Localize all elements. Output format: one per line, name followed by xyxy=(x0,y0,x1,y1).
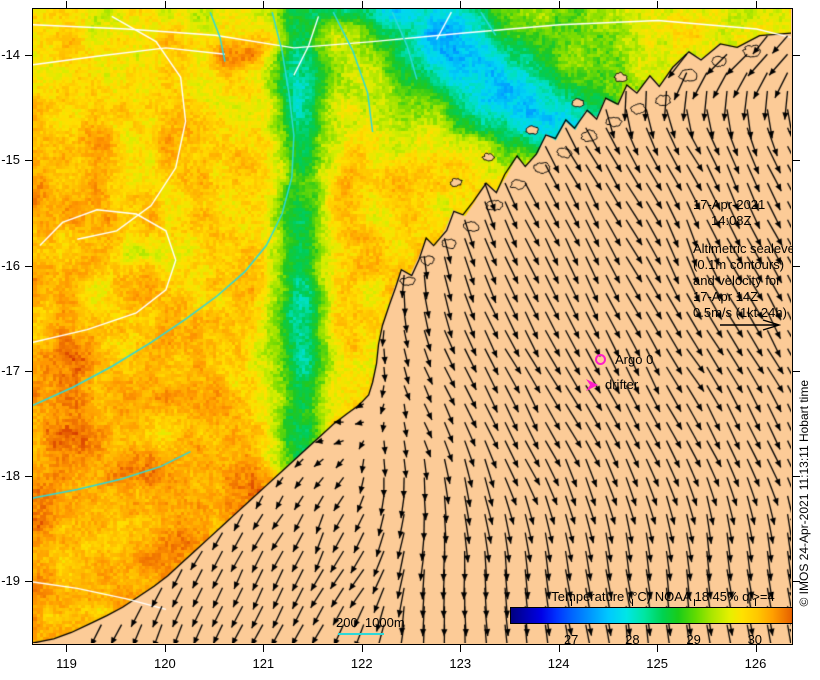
y-axis-tick-right xyxy=(793,475,800,477)
x-axis-tick-label: 119 xyxy=(56,656,77,671)
copyright-credit: © IMOS 24-Apr-2021 11:13:11 Hobart time xyxy=(797,380,811,607)
colorbar-tick xyxy=(754,599,756,606)
x-axis-tick-top xyxy=(657,1,659,8)
drifter-marker-icon xyxy=(586,379,598,391)
colorbar-gradient xyxy=(510,607,792,624)
x-axis-tick-top xyxy=(66,1,68,8)
drifter-legend-label: drifter xyxy=(605,377,639,392)
x-axis-tick-top xyxy=(164,1,166,8)
velocity-reference-arrow-icon xyxy=(720,319,781,331)
x-axis-tick-label: 123 xyxy=(449,656,472,671)
colorbar-tick-label: 28 xyxy=(625,632,640,645)
x-axis-tick xyxy=(460,645,462,652)
x-axis-tick-label: 126 xyxy=(744,656,767,671)
x-axis-tick-label: 125 xyxy=(646,656,668,671)
y-axis-tick-label: -18 xyxy=(1,467,20,483)
y-axis-tick xyxy=(25,581,32,583)
drifter-legend-entry: drifter xyxy=(585,377,705,395)
map-overlay-layer xyxy=(33,9,791,643)
x-axis-tick xyxy=(263,645,265,652)
bathymetry-scale-label: 200 1000m xyxy=(336,615,405,630)
x-axis-tick xyxy=(755,645,757,652)
map-plot-area[interactable]: 17-Apr-2021 14:08Z Altimetric sealevel (0… xyxy=(32,8,793,645)
altimetry-description: Altimetric sealevel (0.1m contours) and … xyxy=(693,241,793,320)
argo-marker-icon xyxy=(595,354,606,365)
colorbar-tick xyxy=(571,599,573,606)
bathymetry-200m-swatch xyxy=(338,633,384,635)
colorbar-ticks xyxy=(510,599,792,632)
bathymetry-scale-lines xyxy=(336,631,446,637)
colorbar-tick-labels: 27 28 29 30 xyxy=(510,632,792,645)
colorbar: Temperature (°C) NOAA 18 45% ql>=4 27 28 2… xyxy=(510,589,792,645)
x-axis-tick xyxy=(558,645,560,652)
y-axis-tick-right xyxy=(793,370,800,372)
x-axis-tick-top xyxy=(460,1,462,8)
y-axis-tick-right xyxy=(793,581,800,583)
x-axis-tick-label: 122 xyxy=(350,656,373,671)
x-axis-tick-label: 120 xyxy=(154,656,176,671)
x-axis-tick xyxy=(164,645,166,652)
y-axis-tick xyxy=(25,160,32,162)
y-axis-tick-label: -17 xyxy=(1,362,20,378)
x-axis-tick xyxy=(657,645,659,652)
y-axis-tick xyxy=(25,370,32,372)
colorbar-title: Temperature (°C) NOAA 18 45% ql>=4 xyxy=(551,589,775,604)
y-axis-tick-right xyxy=(793,265,800,267)
colorbar-tick xyxy=(693,599,695,606)
x-axis-tick-label: 121 xyxy=(252,656,275,671)
y-axis-tick xyxy=(25,55,32,57)
y-axis-tick-label: -15 xyxy=(1,152,20,168)
x-axis-tick-top xyxy=(263,1,265,8)
x-axis-tick xyxy=(66,645,68,652)
x-axis-tick xyxy=(361,645,363,652)
colorbar-tick-label: 27 xyxy=(563,632,579,645)
y-axis-tick-label: -16 xyxy=(1,257,20,273)
y-axis-tick-right xyxy=(793,55,800,57)
x-axis-tick-top xyxy=(361,1,363,8)
x-axis-tick-top xyxy=(755,1,757,8)
y-axis-tick-label: -14 xyxy=(1,47,20,63)
y-axis-tick xyxy=(25,265,32,267)
colorbar-tick xyxy=(632,599,634,606)
y-axis-tick-label: -19 xyxy=(1,573,20,589)
argo-legend-label: Argo 0 xyxy=(615,352,654,367)
x-axis-tick-label: 124 xyxy=(547,656,570,671)
y-axis-tick-right xyxy=(793,160,800,162)
y-axis-tick xyxy=(25,475,32,477)
x-axis-tick-top xyxy=(558,1,560,8)
colorbar-tick-label: 30 xyxy=(747,632,763,645)
bathymetry-scale-legend: 200 1000m xyxy=(336,615,446,637)
colorbar-tick-label: 29 xyxy=(686,632,701,645)
argo-legend-entry: Argo 0 xyxy=(595,352,715,370)
acquisition-timestamp: 17-Apr-2021 14:08Z xyxy=(693,197,766,228)
